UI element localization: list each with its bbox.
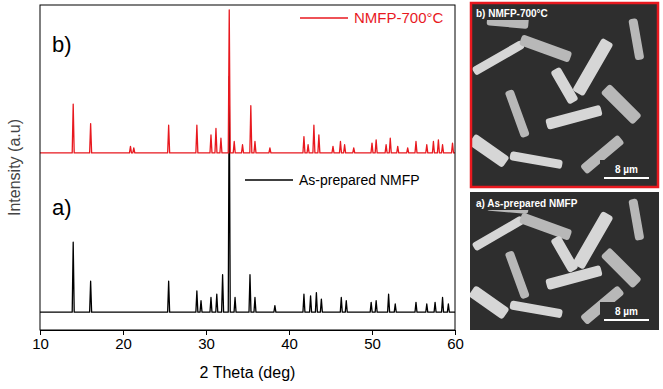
- panel-letter: a): [52, 195, 72, 220]
- scale-label: 8 µm: [615, 306, 638, 317]
- series-line: [40, 10, 455, 153]
- particle: [550, 67, 578, 105]
- series-line: [40, 77, 455, 313]
- particle: [550, 235, 578, 273]
- scale-bar: [604, 319, 649, 321]
- x-tick: 30: [198, 330, 215, 352]
- title-patch: [474, 7, 550, 20]
- image-border: [471, 3, 658, 187]
- y-axis-title: Intensity (a.u): [6, 119, 23, 216]
- particle: [505, 89, 530, 138]
- x-tick: 40: [281, 330, 298, 352]
- plot-area: [40, 10, 455, 312]
- legend-swatch: [245, 179, 293, 181]
- scale-patch: [600, 160, 653, 182]
- x-tick: 10: [32, 330, 49, 352]
- particle: [470, 285, 510, 319]
- particle: [509, 151, 563, 169]
- x-tick: 20: [115, 330, 132, 352]
- scale-patch: [600, 302, 653, 324]
- particle: [601, 247, 642, 288]
- x-axis-title: 2 Theta (deg): [200, 364, 296, 381]
- x-tick-label: 40: [281, 335, 298, 352]
- x-tick-label: 50: [364, 335, 381, 352]
- x-axis-line: [41, 331, 456, 336]
- x-axis: 10 20 30 40 50 60: [32, 330, 464, 352]
- x-tick: 50: [364, 330, 381, 352]
- legend-label: As-prepared NMFP: [299, 172, 420, 188]
- particle: [509, 300, 563, 318]
- x-tick-label: 60: [447, 335, 464, 352]
- image-title: b) NMFP-700°C: [476, 8, 548, 19]
- particle: [519, 34, 572, 62]
- panel-letter: b): [52, 32, 72, 57]
- image-title: a) As-prepared NMFP: [476, 198, 578, 209]
- sem-image: b) NMFP-700°C 8 µm: [468, 2, 659, 188]
- particle: [628, 198, 644, 241]
- x-tick-label: 10: [32, 335, 49, 352]
- legend-entry: As-prepared NMFP: [245, 172, 420, 188]
- legend-swatch: [300, 17, 348, 19]
- x-tick-label: 30: [198, 335, 215, 352]
- particle: [472, 215, 526, 251]
- sem-image: a) As-prepared NMFP 8 µm: [468, 192, 659, 330]
- particle: [505, 250, 530, 299]
- particle: [472, 40, 526, 76]
- x-tick: 60: [447, 330, 464, 352]
- title-patch: [474, 197, 580, 210]
- x-tick-label: 20: [115, 335, 132, 352]
- legend-label: NMFP-700°C: [354, 9, 444, 26]
- plot-frame: [40, 5, 455, 330]
- figure: 10 20 30 40 50 60 2 Theta (deg) Intensity (a.u)…: [0, 0, 663, 389]
- particle: [545, 105, 603, 130]
- legend-entry: NMFP-700°C: [300, 9, 444, 26]
- particle: [519, 212, 572, 240]
- scale-bar: [604, 177, 649, 179]
- particle: [601, 84, 642, 125]
- particle: [628, 18, 644, 61]
- particle: [470, 134, 510, 168]
- scale-label: 8 µm: [615, 164, 638, 175]
